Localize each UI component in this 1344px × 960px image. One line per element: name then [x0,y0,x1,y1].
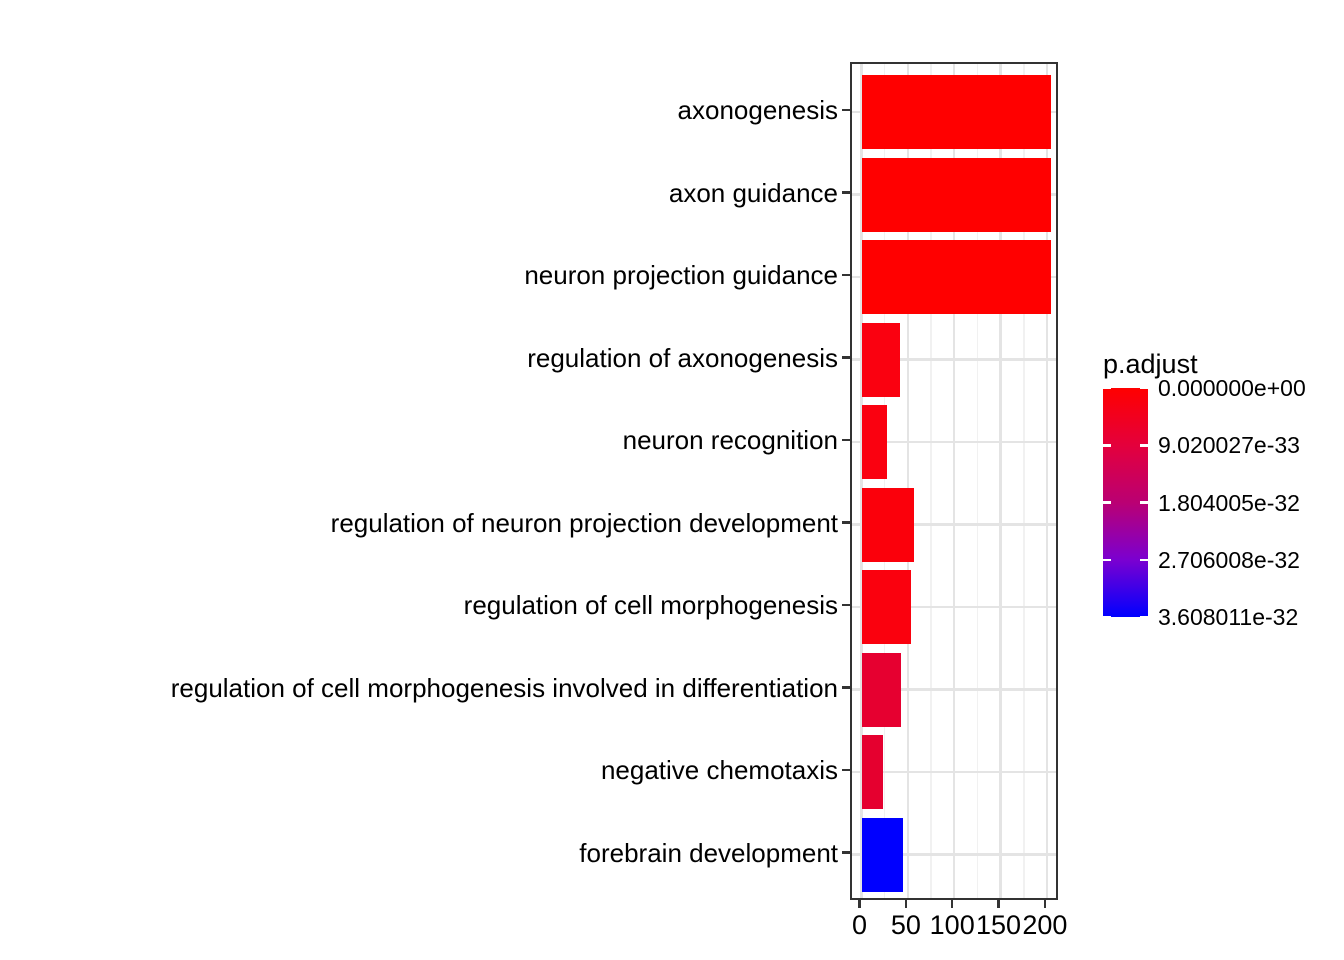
y-axis-label: neuron projection guidance [524,260,838,290]
grid-line-vertical-minor [1022,64,1025,898]
y-axis-tick-mark [842,356,850,359]
bar [861,75,1051,149]
y-axis-tick-mark [842,768,850,772]
grid-line-horizontal-major [852,853,1056,856]
x-axis-tick-mark [904,900,908,908]
grid-line-horizontal-major [852,605,1056,609]
grid-line-vertical-major [953,64,956,898]
y-axis-label: forebrain development [579,837,838,868]
legend-tick-label: 3.608011e-32 [1158,604,1299,630]
y-axis-tick-mark [842,686,850,689]
y-axis-label: neuron recognition [622,425,838,455]
colorbar-tick-right [1140,615,1148,617]
colorbar-tick-right [1140,558,1148,561]
grid-line-vertical-major [906,64,910,898]
grid-line-horizontal-major [852,358,1056,361]
y-axis-tick-mark [842,851,850,854]
y-axis-tick-mark [842,273,850,277]
bar [861,652,902,727]
legend-tick-label: 9.020027e-33 [1158,432,1300,459]
y-axis-label: regulation of cell morphogenesis involve… [170,672,838,703]
grid-line-vertical-minor [930,64,932,898]
x-axis-tick-label: 50 [890,910,921,940]
y-axis-tick-mark [842,438,850,442]
legend-tick-label: 0.000000e+00 [1158,375,1306,401]
bar [861,157,1051,232]
x-axis-tick-mark [1043,900,1047,908]
bar [861,817,904,892]
colorbar-tick-right [1140,501,1148,504]
grid-line-horizontal-major [852,688,1056,691]
y-axis-label: negative chemotaxis [600,755,838,785]
y-axis-tick-mark [842,108,850,112]
x-axis-tick-mark [997,900,1000,908]
colorbar-tick-left [1103,558,1111,561]
grid-line-vertical-major [860,64,863,898]
x-axis-tick-mark [858,900,861,908]
bar [861,322,900,397]
grid-line-vertical-minor [883,64,886,898]
x-axis-tick-mark [950,900,954,908]
grid-line-vertical-major [999,64,1002,898]
y-axis-label: regulation of cell morphogenesis [463,590,838,620]
grid-line-horizontal-major [852,523,1056,526]
colorbar-tick-left [1103,388,1111,390]
colorbar-tick-left [1103,444,1111,447]
y-axis-label: regulation of neuron projection developm… [330,507,838,538]
legend-colorbar-gradient [1103,388,1148,617]
y-axis-label: regulation of axonogenesis [527,342,838,373]
legend-tick-label: 2.706008e-32 [1158,546,1300,573]
x-axis-tick-label: 0 [851,910,868,940]
grid-line-vertical-major [1045,64,1049,898]
x-axis-tick-label: 100 [929,910,975,940]
bar [861,405,887,479]
colorbar-tick-right [1140,444,1148,447]
grid-line-vertical-minor [976,64,979,898]
y-axis-label: axonogenesis [677,95,838,125]
bar [861,735,883,809]
y-axis-tick-mark [842,191,850,194]
bar [861,240,1051,314]
y-axis-tick-mark [842,603,850,607]
legend-title: p.adjust [1103,349,1198,379]
plot-panel [850,62,1058,900]
colorbar-tick-left [1103,615,1111,617]
legend-tick-label: 1.804005e-32 [1158,489,1300,516]
colorbar-tick-right [1140,388,1148,390]
grid-line-horizontal-major [852,770,1056,774]
bar [861,487,915,562]
y-axis-label: axon guidance [668,177,838,208]
grid-line-horizontal-major [852,440,1056,444]
x-axis-tick-label: 200 [1022,910,1068,940]
colorbar-tick-left [1103,501,1111,504]
x-axis-tick-label: 150 [976,910,1022,940]
bar [861,570,911,644]
y-axis-tick-mark [842,521,850,524]
